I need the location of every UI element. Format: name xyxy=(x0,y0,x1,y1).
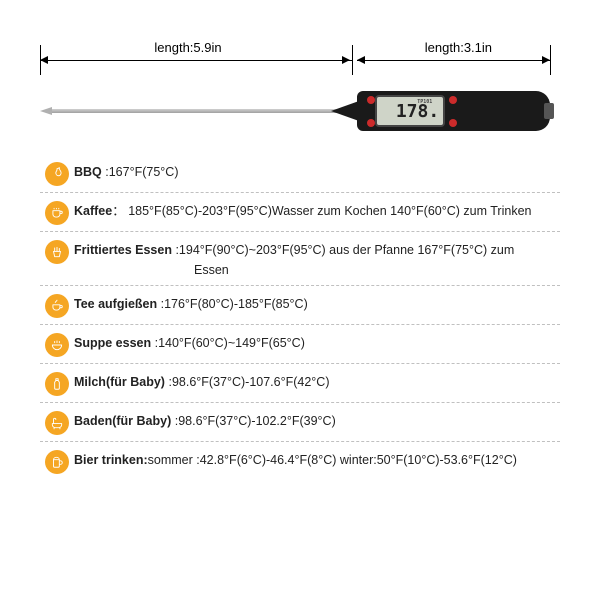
button-icon xyxy=(449,119,457,127)
tea-icon xyxy=(45,294,69,318)
button-icon xyxy=(367,96,375,104)
row-value: 98.6°F(37°C)-107.6°F(42°C) xyxy=(172,375,330,389)
list-item: Bier trinken:sommer :42.8°F(6°C)-46.4°F(… xyxy=(40,442,560,480)
fire-icon xyxy=(45,162,69,186)
row-label: Bier trinken: xyxy=(74,453,148,467)
row-separator: : xyxy=(165,375,172,389)
row-label: Tee aufgießen xyxy=(74,297,157,311)
row-value: 98.6°F(37°C)-102.2°F(39°C) xyxy=(178,414,336,428)
row-label: Kaffee xyxy=(74,204,112,218)
button-icon xyxy=(367,119,375,127)
row-text: Baden(für Baby) :98.6°F(37°C)-102.2°F(39… xyxy=(74,411,560,431)
list-item: Baden(für Baby) :98.6°F(37°C)-102.2°F(39… xyxy=(40,403,560,442)
icon-wrap xyxy=(40,411,74,435)
button-icon xyxy=(449,96,457,104)
row-label: Baden(für Baby) xyxy=(74,414,171,428)
row-value: sommer :42.8°F(6°C)-46.4°F(8°C) winter:5… xyxy=(148,453,517,467)
icon-wrap xyxy=(40,201,74,225)
row-value: 185°F(85°C)-203°F(95°C)Wasser zum Kochen… xyxy=(128,204,531,218)
icon-wrap xyxy=(40,162,74,186)
row-separator: : xyxy=(172,243,179,257)
icon-wrap xyxy=(40,333,74,357)
bowl-icon xyxy=(45,333,69,357)
row-separator: : xyxy=(102,165,109,179)
row-text: Suppe essen :140°F(60°C)~149°F(65°C) xyxy=(74,333,560,353)
row-text: Frittiertes Essen :194°F(90°C)~203°F(95°… xyxy=(74,240,560,279)
handle-body: TP101 178. xyxy=(357,91,549,131)
icon-wrap xyxy=(40,372,74,396)
end-cap xyxy=(544,103,554,119)
row-text: Kaffee： 185°F(85°C)-203°F(95°C)Wasser zu… xyxy=(74,201,560,221)
row-label: BBQ xyxy=(74,165,102,179)
list-item: Kaffee： 185°F(85°C)-203°F(95°C)Wasser zu… xyxy=(40,193,560,232)
dimension-diagram: length:5.9in length:3.1in TP101 178. xyxy=(40,30,560,150)
thermometer-illustration: TP101 178. xyxy=(40,85,560,140)
list-item: Milch(für Baby) :98.6°F(37°C)-107.6°F(42… xyxy=(40,364,560,403)
row-text: Tee aufgießen :176°F(80°C)-185°F(85°C) xyxy=(74,294,560,314)
bottle-icon xyxy=(45,372,69,396)
row-separator: ： xyxy=(112,204,128,218)
handle-cone xyxy=(331,101,359,121)
dim-line-probe xyxy=(40,60,352,61)
row-value: 176°F(80°C)-185°F(85°C) xyxy=(164,297,308,311)
list-item: Frittiertes Essen :194°F(90°C)~203°F(95°… xyxy=(40,232,560,286)
probe-icon xyxy=(50,109,352,113)
lcd-display: TP101 178. xyxy=(375,95,445,127)
fries-icon xyxy=(45,240,69,264)
row-label: Frittiertes Essen xyxy=(74,243,172,257)
row-text: Milch(für Baby) :98.6°F(37°C)-107.6°F(42… xyxy=(74,372,560,392)
row-value: 167°F(75°C) xyxy=(109,165,179,179)
arrow-icon xyxy=(542,56,550,64)
lcd-model: TP101 xyxy=(417,99,432,105)
row-extra: Essen xyxy=(194,262,560,280)
arrow-icon xyxy=(342,56,350,64)
list-item: Suppe essen :140°F(60°C)~149°F(65°C) xyxy=(40,325,560,364)
probe-length-label: length:5.9in xyxy=(154,40,221,55)
dim-line-handle xyxy=(357,60,549,61)
icon-wrap xyxy=(40,240,74,264)
row-value: 194°F(90°C)~203°F(95°C) aus der Pfanne 1… xyxy=(179,243,514,257)
temperature-list: BBQ :167°F(75°C)Kaffee： 185°F(85°C)-203°… xyxy=(40,154,560,480)
list-item: BBQ :167°F(75°C) xyxy=(40,154,560,193)
row-text: Bier trinken:sommer :42.8°F(6°C)-46.4°F(… xyxy=(74,450,560,470)
tick-mid xyxy=(352,45,353,75)
icon-wrap xyxy=(40,450,74,474)
beer-icon xyxy=(45,450,69,474)
handle-length-label: length:3.1in xyxy=(425,40,492,55)
row-label: Milch(für Baby) xyxy=(74,375,165,389)
list-item: Tee aufgießen :176°F(80°C)-185°F(85°C) xyxy=(40,286,560,325)
row-text: BBQ :167°F(75°C) xyxy=(74,162,560,182)
row-value: 140°F(60°C)~149°F(65°C) xyxy=(158,336,305,350)
bath-icon xyxy=(45,411,69,435)
icon-wrap xyxy=(40,294,74,318)
row-label: Suppe essen xyxy=(74,336,151,350)
cup-icon xyxy=(45,201,69,225)
